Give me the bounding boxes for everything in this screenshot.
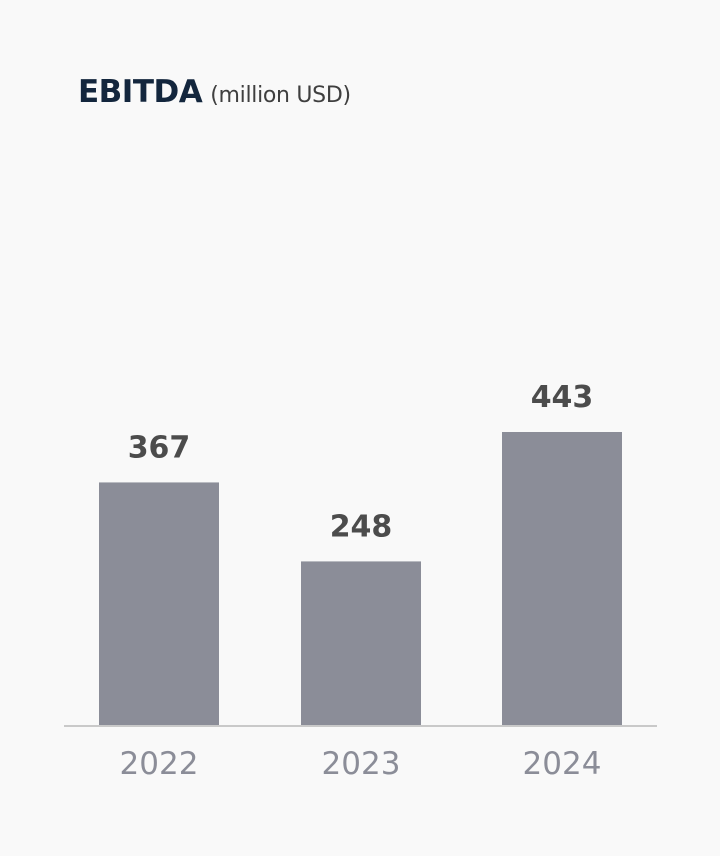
bars-group [99, 432, 622, 726]
x-tick-labels-group: 2022 2023 2024 [120, 746, 602, 782]
chart-title: EBITDA [78, 74, 203, 110]
value-labels-group: 367 248 443 [128, 380, 594, 544]
value-label-2024: 443 [531, 380, 594, 415]
value-label-2023: 248 [330, 509, 393, 544]
bar-2022 [99, 482, 219, 726]
x-tick-label-2024: 2024 [523, 746, 602, 782]
bar-2023 [301, 561, 421, 726]
x-tick-label-2023: 2023 [322, 746, 401, 782]
bar-2024 [502, 432, 622, 726]
chart-header: EBITDA (million USD) [78, 74, 351, 118]
x-tick-label-2022: 2022 [120, 746, 199, 782]
value-label-2022: 367 [128, 430, 191, 465]
chart-subtitle: (million USD) [210, 83, 351, 108]
